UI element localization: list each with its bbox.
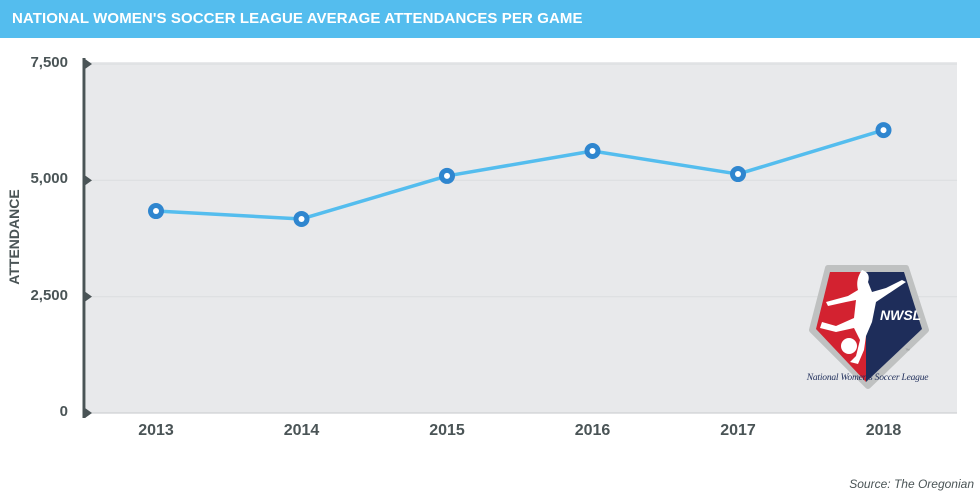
x-tick-label: 2016 [574, 422, 611, 439]
data-point-center [735, 171, 741, 178]
data-point-2014 [293, 210, 310, 227]
data-point-center [444, 172, 450, 179]
y-axis [82, 58, 92, 418]
gridlines [86, 63, 957, 414]
series-line-path [155, 128, 885, 221]
y-tick-mark [85, 408, 92, 418]
series-markers [148, 122, 892, 227]
data-point-center [589, 148, 596, 155]
x-tick-label: 2017 [720, 422, 756, 439]
x-tick-label: 2018 [865, 422, 902, 439]
y-tick-label: 7,500 [30, 54, 68, 71]
logo-shield-navy [866, 272, 922, 382]
chart-title: NATIONAL WOMEN'S SOCCER LEAGUE AVERAGE A… [12, 10, 583, 27]
y-tick-mark [85, 175, 92, 186]
data-point-center [298, 215, 305, 222]
source-note: Source: The Oregonian [849, 477, 974, 491]
logo-player-silhouette [820, 270, 906, 364]
series-line [155, 128, 885, 221]
data-point-2015 [439, 167, 455, 184]
y-tick-label: 2,500 [30, 286, 68, 304]
x-tick-label: 2015 [429, 422, 465, 439]
plot-area [86, 62, 957, 413]
data-point-center [153, 208, 159, 215]
y-axis-label: ATTENDANCE [6, 189, 22, 285]
logo-caption: National Women's Soccer League [806, 373, 929, 383]
data-point-center [880, 127, 887, 134]
y-tick-mark [85, 59, 92, 69]
nwsl-logo: NWSL ™ [809, 265, 929, 389]
logo-tm: ™ [905, 348, 910, 354]
y-tick-label: 0 [59, 403, 68, 420]
data-point-2013 [148, 203, 164, 220]
title-bar: NATIONAL WOMEN'S SOCCER LEAGUE AVERAGE A… [0, 0, 980, 38]
y-tick-label: 5,000 [30, 170, 68, 188]
logo-badge-text: NWSL [880, 307, 921, 323]
logo-ball [841, 338, 857, 354]
x-tick-label: 2013 [138, 422, 174, 439]
data-point-2016 [584, 143, 601, 160]
data-point-2017 [730, 166, 746, 183]
x-tick-label: 2014 [283, 422, 320, 439]
y-tick-mark [85, 291, 92, 302]
data-point-2018 [875, 122, 892, 139]
